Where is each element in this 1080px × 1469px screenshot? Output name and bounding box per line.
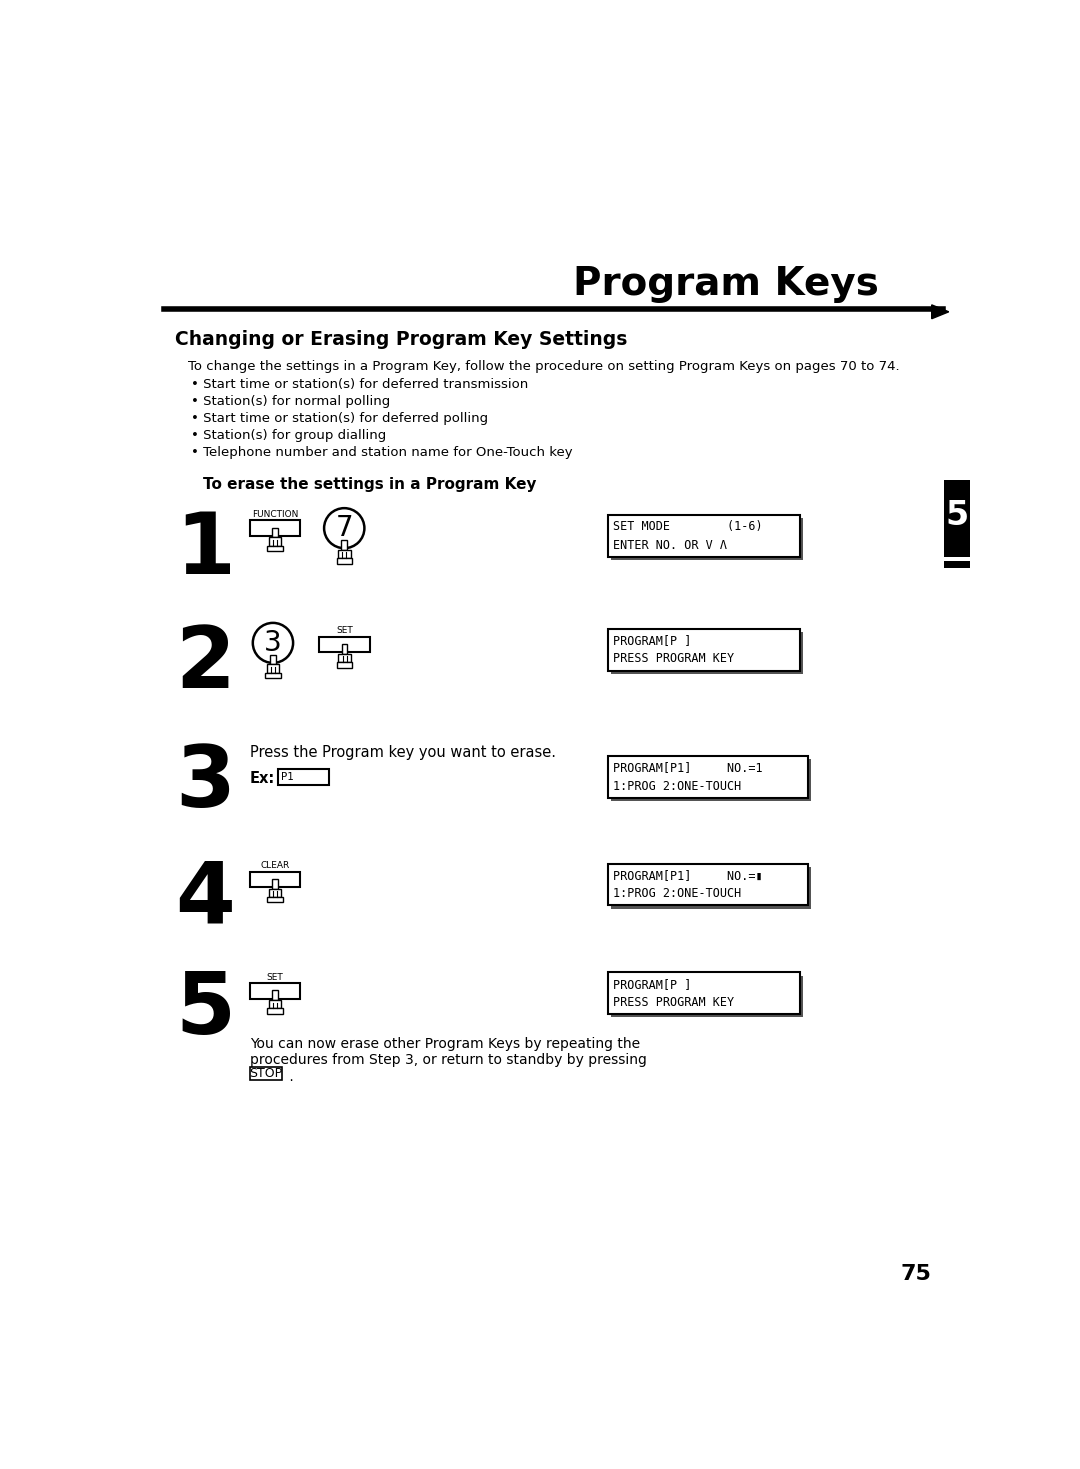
FancyBboxPatch shape xyxy=(266,673,281,679)
FancyBboxPatch shape xyxy=(611,759,811,801)
FancyBboxPatch shape xyxy=(611,867,811,908)
Text: To erase the settings in a Program Key: To erase the settings in a Program Key xyxy=(203,476,537,492)
Text: .: . xyxy=(284,1071,294,1084)
Text: CLEAR: CLEAR xyxy=(260,861,289,870)
Text: ENTER NO. OR V Λ: ENTER NO. OR V Λ xyxy=(613,539,727,551)
Text: PROGRAM[P1]     NO.=1: PROGRAM[P1] NO.=1 xyxy=(613,761,762,774)
Text: • Start time or station(s) for deferred polling: • Start time or station(s) for deferred … xyxy=(191,411,488,425)
FancyBboxPatch shape xyxy=(342,643,348,654)
Text: 7: 7 xyxy=(336,514,353,542)
Text: You can now erase other Program Keys by repeating the: You can now erase other Program Keys by … xyxy=(249,1037,639,1052)
Text: • Telephone number and station name for One-Touch key: • Telephone number and station name for … xyxy=(191,445,572,458)
Text: PRESS PROGRAM KEY: PRESS PROGRAM KEY xyxy=(613,652,734,665)
Circle shape xyxy=(253,623,293,663)
FancyBboxPatch shape xyxy=(341,541,347,549)
Text: Press the Program key you want to erase.: Press the Program key you want to erase. xyxy=(249,745,556,761)
Text: 1:PROG 2:ONE-TOUCH: 1:PROG 2:ONE-TOUCH xyxy=(613,780,742,793)
Text: To change the settings in a Program Key, follow the procedure on setting Program: To change the settings in a Program Key,… xyxy=(188,360,900,373)
Text: Program Keys: Program Keys xyxy=(573,264,879,303)
Text: SET: SET xyxy=(336,626,353,635)
FancyBboxPatch shape xyxy=(608,864,808,905)
FancyBboxPatch shape xyxy=(337,558,352,564)
FancyBboxPatch shape xyxy=(267,664,280,673)
FancyBboxPatch shape xyxy=(320,636,369,652)
FancyBboxPatch shape xyxy=(279,770,328,784)
FancyBboxPatch shape xyxy=(267,545,283,551)
Text: STOP: STOP xyxy=(249,1066,283,1080)
Polygon shape xyxy=(932,306,948,319)
Text: SET MODE        (1-6): SET MODE (1-6) xyxy=(613,520,762,533)
FancyBboxPatch shape xyxy=(267,1009,283,1014)
Text: 5: 5 xyxy=(946,498,969,532)
Text: 5: 5 xyxy=(175,970,235,1052)
FancyBboxPatch shape xyxy=(608,972,800,1014)
Text: P1: P1 xyxy=(282,771,295,782)
FancyBboxPatch shape xyxy=(608,516,800,557)
FancyBboxPatch shape xyxy=(338,654,351,663)
FancyBboxPatch shape xyxy=(249,983,300,999)
FancyBboxPatch shape xyxy=(611,519,804,560)
FancyBboxPatch shape xyxy=(337,663,352,667)
Text: 4: 4 xyxy=(175,858,235,940)
Text: 3: 3 xyxy=(175,742,235,826)
FancyBboxPatch shape xyxy=(249,871,300,887)
FancyBboxPatch shape xyxy=(944,480,971,549)
Text: PROGRAM[P ]: PROGRAM[P ] xyxy=(613,635,691,648)
FancyBboxPatch shape xyxy=(608,629,800,671)
Text: Ex:: Ex: xyxy=(249,771,275,786)
Circle shape xyxy=(324,508,364,548)
Text: SET: SET xyxy=(267,972,283,981)
Text: Changing or Erasing Program Key Settings: Changing or Erasing Program Key Settings xyxy=(175,331,627,350)
FancyBboxPatch shape xyxy=(269,538,281,545)
FancyBboxPatch shape xyxy=(269,889,281,898)
FancyBboxPatch shape xyxy=(611,975,804,1017)
FancyBboxPatch shape xyxy=(944,561,971,569)
FancyBboxPatch shape xyxy=(249,520,300,536)
Text: PROGRAM[P ]: PROGRAM[P ] xyxy=(613,977,691,990)
Text: 3: 3 xyxy=(265,629,282,657)
Text: 75: 75 xyxy=(901,1265,932,1284)
Text: 1: 1 xyxy=(175,508,235,592)
FancyBboxPatch shape xyxy=(611,632,804,674)
FancyBboxPatch shape xyxy=(269,1000,281,1009)
FancyBboxPatch shape xyxy=(338,549,351,558)
Text: PRESS PROGRAM KEY: PRESS PROGRAM KEY xyxy=(613,996,734,1009)
Text: • Station(s) for group dialling: • Station(s) for group dialling xyxy=(191,429,386,442)
FancyBboxPatch shape xyxy=(267,898,283,902)
FancyBboxPatch shape xyxy=(272,527,278,538)
Text: • Station(s) for normal polling: • Station(s) for normal polling xyxy=(191,395,390,408)
Text: 2: 2 xyxy=(175,623,235,707)
Text: 1:PROG 2:ONE-TOUCH: 1:PROG 2:ONE-TOUCH xyxy=(613,887,742,900)
FancyBboxPatch shape xyxy=(272,878,278,889)
FancyBboxPatch shape xyxy=(608,757,808,798)
Text: procedures from Step 3, or return to standby by pressing: procedures from Step 3, or return to sta… xyxy=(249,1053,647,1066)
FancyBboxPatch shape xyxy=(249,1066,282,1080)
Text: • Start time or station(s) for deferred transmission: • Start time or station(s) for deferred … xyxy=(191,378,528,391)
FancyBboxPatch shape xyxy=(944,549,971,557)
Text: PROGRAM[P1]     NO.=▮: PROGRAM[P1] NO.=▮ xyxy=(613,870,762,881)
Text: FUNCTION: FUNCTION xyxy=(252,510,298,519)
FancyBboxPatch shape xyxy=(270,655,275,664)
FancyBboxPatch shape xyxy=(272,990,278,1000)
